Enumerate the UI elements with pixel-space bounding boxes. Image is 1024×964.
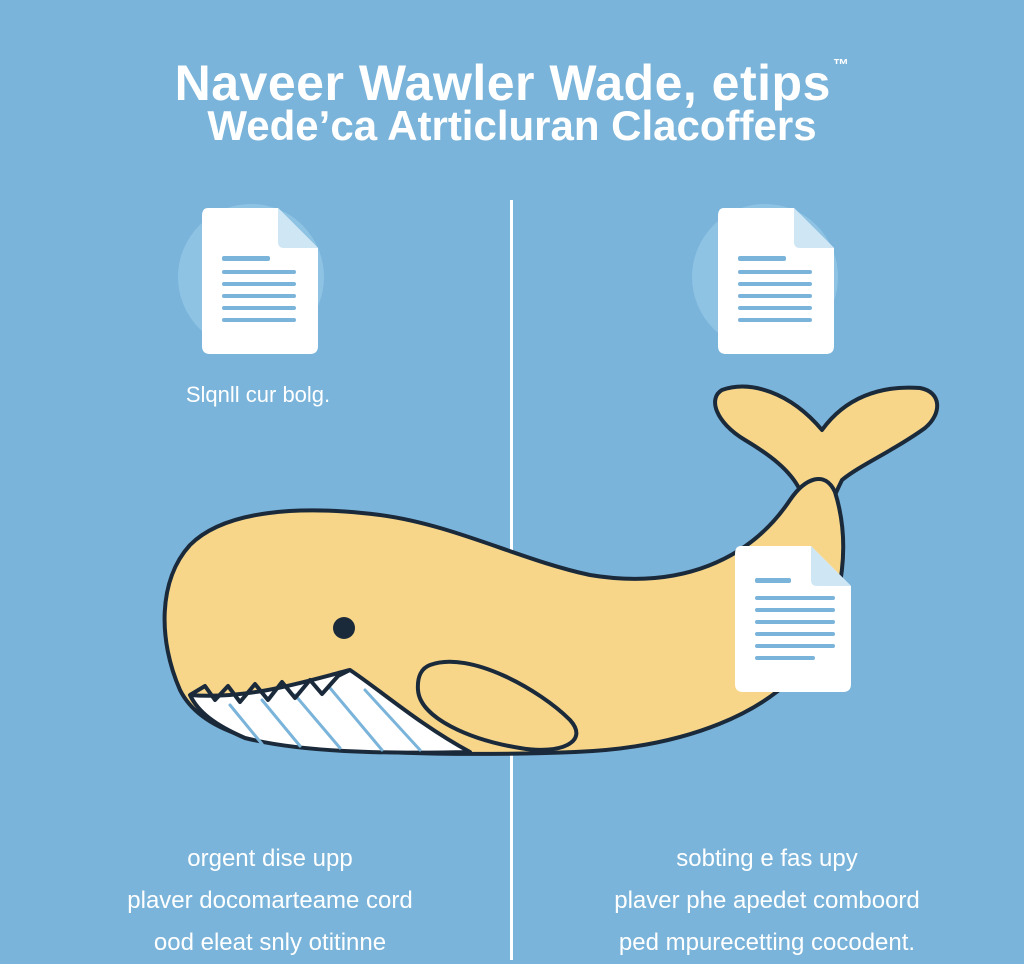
trademark-symbol: ™	[832, 57, 850, 74]
whale-tail	[713, 384, 940, 542]
right-body-line: plaver phe apedet comboord	[614, 887, 920, 914]
document-icon	[735, 546, 851, 692]
left-body-line: ood eleat snly otitinne	[153, 929, 387, 956]
left-body-line: plaver docomarteame cord	[127, 887, 413, 914]
page-subtitle: Wede’ca Atrticluran Clacoffers	[207, 102, 817, 149]
left-body-text: orgent dise upp plaver docomarteame cord…	[0, 838, 540, 964]
document-icon	[718, 208, 834, 354]
right-body-line: ped mpurecetting cocodent.	[618, 929, 916, 956]
right-body-text: sobting e fas upy plaver phe apedet comb…	[510, 838, 1024, 964]
page-title: Naveer Wawler Wade, etips ™	[0, 36, 1024, 113]
whale-belly	[188, 668, 472, 755]
right-body-line: sobting e fas upy	[676, 845, 858, 872]
title-text: Naveer Wawler Wade, etips	[174, 55, 831, 111]
whale-flipper	[415, 659, 579, 752]
whale-eye	[333, 617, 355, 639]
document-icon	[202, 208, 318, 354]
left-body-line: orgent dise upp	[187, 845, 353, 872]
whale-belly-stripes	[228, 686, 422, 752]
left-caption: Slqnll cur bolg.	[185, 382, 331, 407]
whale-teeth	[188, 668, 351, 704]
